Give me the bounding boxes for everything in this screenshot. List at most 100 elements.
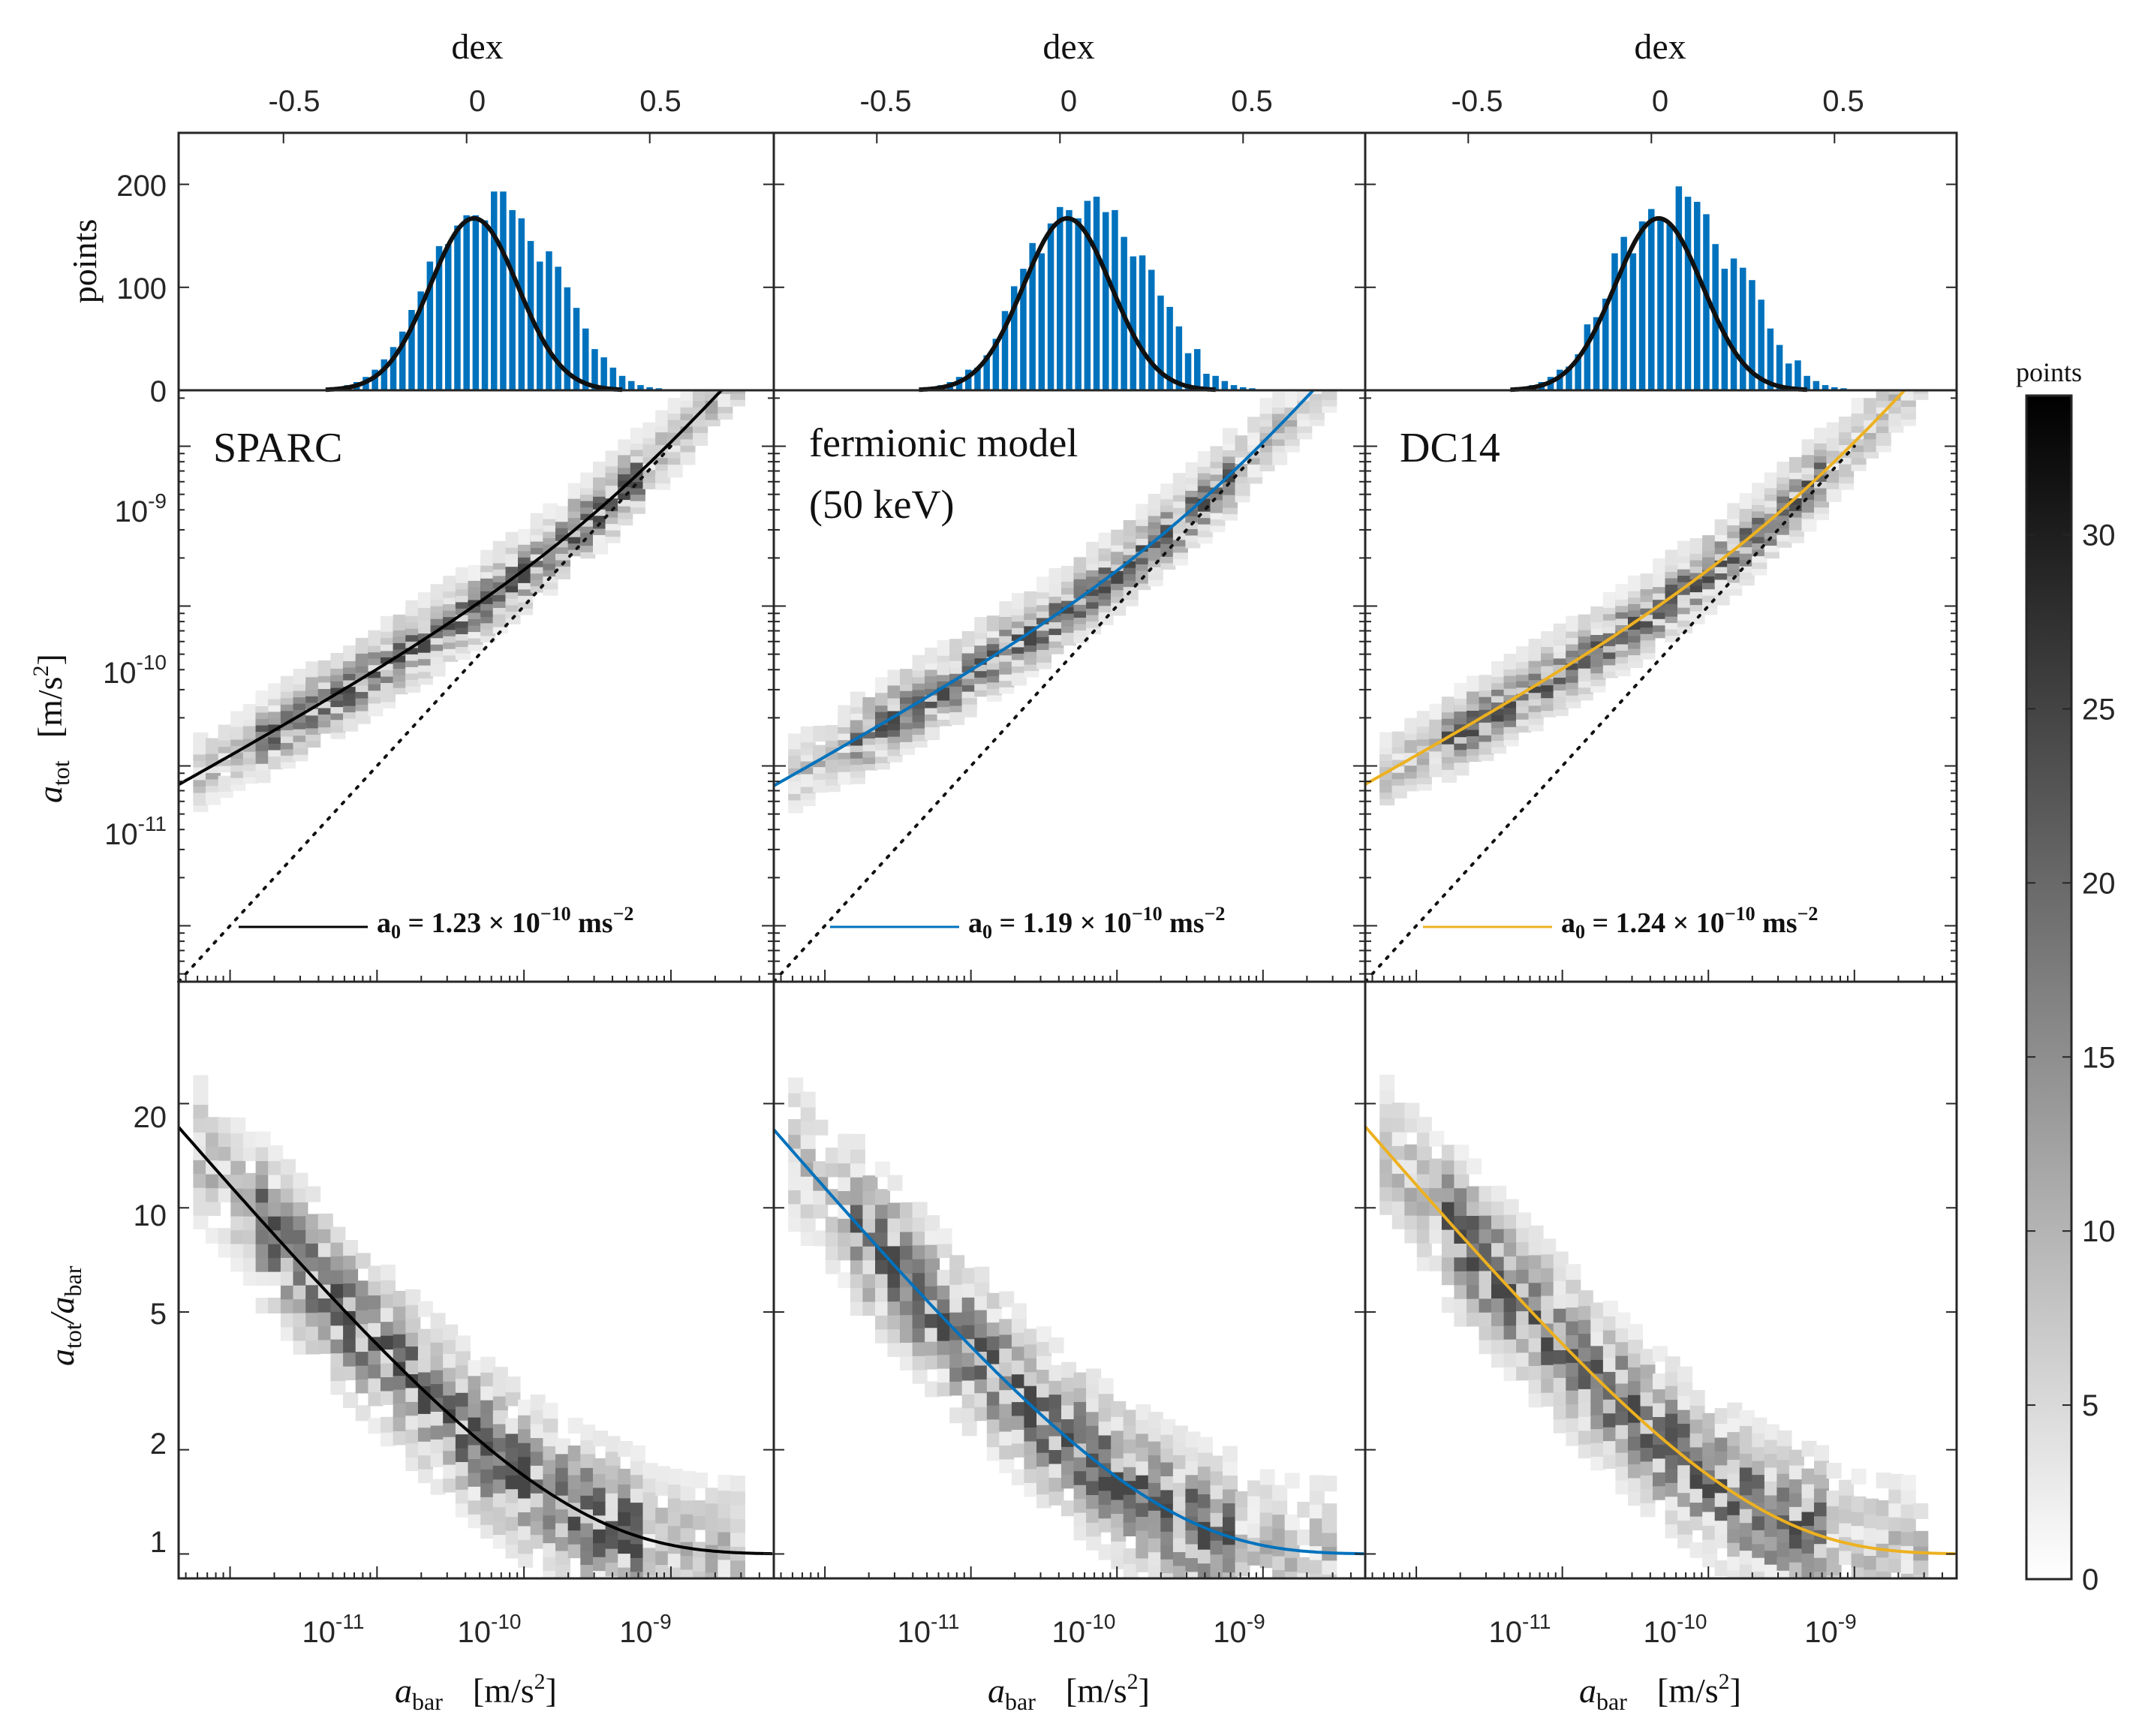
heatmap-mid <box>788 353 1337 814</box>
heatmap-cell <box>1223 1488 1238 1503</box>
heatmap-cell <box>468 564 483 581</box>
heatmap-cell <box>393 1318 408 1334</box>
heatmap-cell <box>1185 1445 1201 1461</box>
heatmap-cell <box>206 738 221 754</box>
heatmap-cell <box>218 724 233 741</box>
heatmap-cell <box>1123 1506 1139 1523</box>
heatmap-cell <box>1322 1600 1337 1616</box>
heatmap-cell <box>730 390 745 394</box>
heatmap-cell <box>705 372 721 388</box>
heatmap-mid <box>193 372 745 812</box>
heatmap-cell <box>1259 1497 1275 1513</box>
heatmap-cell <box>330 1282 346 1298</box>
heatmap-cell <box>280 1269 296 1286</box>
heatmap-cell <box>680 1470 696 1487</box>
histogram-bar <box>573 308 580 390</box>
heatmap-cell <box>567 1528 583 1545</box>
heatmap-cell <box>1876 1514 1891 1530</box>
histogram-bar <box>435 245 443 390</box>
heatmap-cell <box>1429 1130 1445 1147</box>
heatmap-cell <box>1528 1295 1544 1311</box>
heatmap-cell <box>912 1202 928 1218</box>
heatmap-cell <box>1467 1283 1482 1299</box>
heatmap-cell <box>838 1133 853 1150</box>
heatmap-cell <box>1739 1563 1755 1578</box>
heatmap-cell <box>518 1524 534 1540</box>
heatmap-cell <box>317 1296 333 1313</box>
heatmap-cell <box>1223 1542 1238 1559</box>
heatmap-cell <box>1429 761 1445 778</box>
heatmap-cell <box>1272 1527 1288 1542</box>
heatmap-cell <box>800 1133 816 1149</box>
heatmap-cell <box>1309 1516 1325 1533</box>
heatmap-cells <box>193 353 1929 1616</box>
heatmap-cell <box>986 1334 1002 1350</box>
x-tick-label: 10-10 <box>458 1610 522 1649</box>
heatmap-cell <box>875 1217 890 1233</box>
heatmap-cell <box>1689 1431 1705 1448</box>
heatmap-cell <box>1160 1461 1176 1476</box>
heatmap-cell <box>1602 1439 1618 1455</box>
heatmap-cell <box>1272 1568 1288 1578</box>
heatmap-cell <box>1322 1531 1337 1547</box>
heatmap-cell <box>1098 1488 1114 1505</box>
heatmap-cell <box>1826 1463 1842 1479</box>
heatmap-cell <box>1553 1307 1569 1323</box>
heatmap-cell <box>206 1172 221 1189</box>
heatmap-cell <box>1913 390 1929 394</box>
heatmap-cell <box>455 1488 471 1504</box>
heatmap-cell <box>1602 1453 1618 1469</box>
heatmap-cell <box>788 1202 804 1218</box>
heatmap-cell <box>667 1510 683 1527</box>
heatmap-cell <box>1776 1444 1792 1461</box>
heatmap-cell <box>1285 372 1300 388</box>
histogram-bar <box>1584 324 1591 390</box>
heatmap-cell <box>1011 1372 1027 1388</box>
heatmap-cell <box>1247 1508 1263 1524</box>
heatmap-cell <box>862 1189 878 1205</box>
heatmap-cell <box>1197 1506 1213 1522</box>
heatmap-cell <box>1665 1522 1680 1539</box>
heatmap-cell <box>1541 1307 1557 1324</box>
heatmap-cell <box>505 1529 521 1545</box>
heatmap-cell <box>193 1172 209 1188</box>
histogram-bar <box>1831 387 1838 390</box>
heatmap-cell <box>1024 1342 1039 1358</box>
heatmap-cell <box>1739 1424 1755 1440</box>
heatmap-cell <box>1479 1199 1494 1216</box>
heatmap-cell <box>1061 1389 1076 1406</box>
heatmap-cell <box>280 1297 296 1313</box>
heatmap-cell <box>368 1321 384 1337</box>
heatmap-cell <box>1111 1553 1127 1569</box>
bot-ylabel: atot/abar <box>43 1265 86 1366</box>
heatmap-cell <box>1528 1392 1544 1408</box>
heatmap-cell <box>1689 1515 1705 1530</box>
heatmap-cell <box>1024 1425 1039 1442</box>
heatmap-cell <box>1310 353 1325 369</box>
heatmap-cell <box>343 1364 359 1381</box>
heatmap-cell <box>961 1392 977 1409</box>
top-tick-label: 0 <box>469 85 486 118</box>
heatmap-cell <box>986 1376 1002 1392</box>
heatmap-cell <box>1061 1473 1076 1489</box>
heatmap-cell <box>381 1361 396 1377</box>
heatmap-cell <box>268 1159 284 1175</box>
heatmap-cell <box>999 1388 1015 1404</box>
histogram-bar <box>637 385 644 390</box>
heatmap-cell <box>974 1280 990 1297</box>
heatmap-cell <box>206 1130 221 1147</box>
heatmap-cell <box>1689 538 1705 554</box>
heatmap-cell <box>1479 675 1494 691</box>
heatmap-cell <box>593 474 608 491</box>
heatmap-cell <box>1516 1212 1532 1229</box>
heatmap-cell <box>567 1473 583 1489</box>
heatmap-cell <box>1322 1587 1337 1602</box>
heatmap-cell <box>800 726 816 742</box>
heatmap-cell <box>999 1457 1015 1473</box>
heatmap-cell <box>1123 1521 1139 1536</box>
heatmap-cell <box>1615 1479 1631 1495</box>
heatmap-cell <box>1689 1390 1705 1406</box>
histogram-bar <box>1675 186 1683 391</box>
heatmap-cell <box>218 1131 233 1148</box>
heatmap-cell <box>1322 372 1337 387</box>
